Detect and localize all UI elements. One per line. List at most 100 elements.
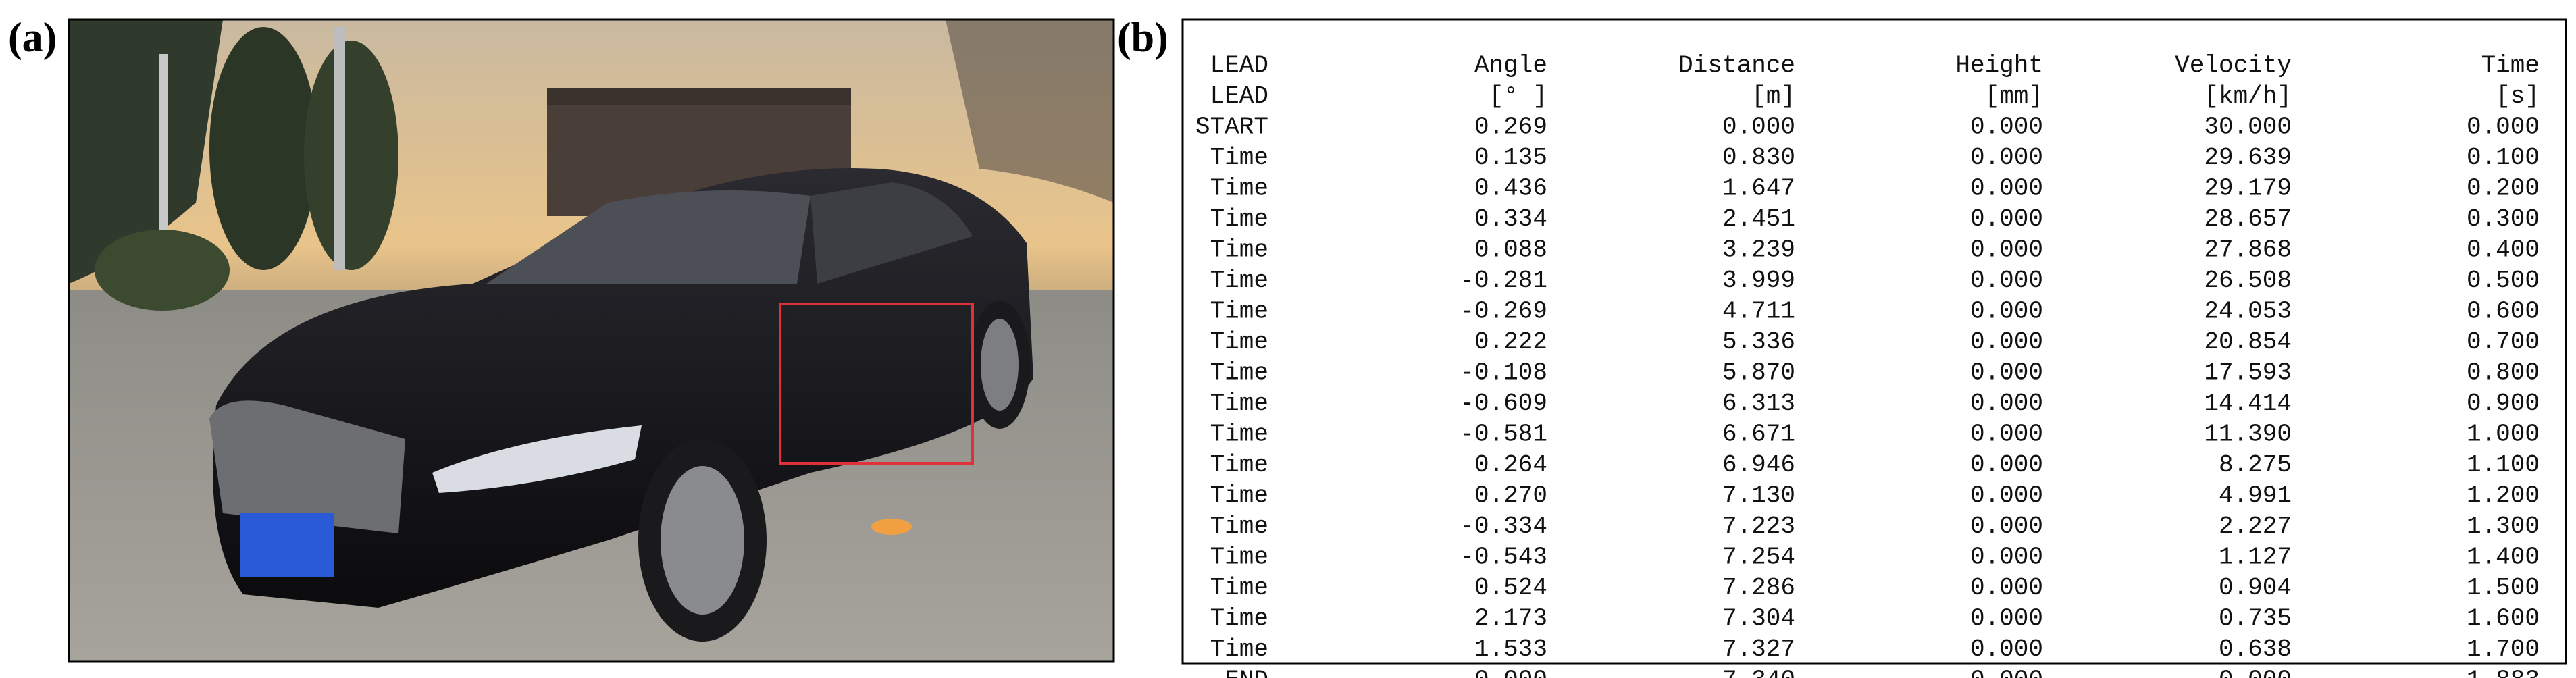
table-cell: Time [1210,635,1268,663]
table-cell: 0.264 [1474,451,1547,479]
table-cell: 29.639 [2204,144,2292,172]
table-cell: 7.304 [1722,605,1795,633]
table-cell: 17.593 [2204,359,2292,387]
table-cell: 0.400 [2467,236,2540,264]
header-cell: LEAD [1210,52,1268,80]
table-cell: Time [1210,421,1268,448]
table-cell: 1.700 [2467,635,2540,663]
table-cell: 0.830 [1722,144,1795,172]
table-cell: 0.000 [1970,205,2043,233]
table-cell: 0.000 [1970,574,2043,602]
table-cell: 7.130 [1722,482,1795,510]
table-cell: Time [1210,513,1268,540]
table-cell: 7.223 [1722,513,1795,540]
table-cell: -0.108 [1460,359,1547,387]
table-cell: 0.135 [1474,144,1547,172]
table-cell: Time [1210,144,1268,172]
table-cell: 1.647 [1722,175,1795,203]
table-cell: 6.946 [1722,451,1795,479]
table-cell: Time [1210,175,1268,203]
table-cell: Time [1210,451,1268,479]
table-cell: 26.508 [2204,267,2292,294]
table-cell: 0.000 [1970,482,2043,510]
table-cell: 0.000 [1970,390,2043,417]
table-cell: 0.000 [1970,298,2043,325]
table-cell: 1.400 [2467,544,2540,571]
table-cell: 7.340 [1722,667,1795,678]
table-cell: Time [1210,605,1268,633]
table-cell: 0.000 [1970,359,2043,387]
table-cell: 0.000 [1970,605,2043,633]
header-cell: [mm] [1985,82,2043,110]
table-cell: 2.451 [1722,205,1795,233]
table-cell: 27.868 [2204,236,2292,264]
table-cell: Time [1210,328,1268,356]
header-cell: Height [1955,52,2043,80]
table-cell: 6.671 [1722,421,1795,448]
header-cell: Time [2481,52,2540,80]
table-cell: -0.609 [1460,390,1547,417]
table-frame [1181,18,2567,665]
table-cell: Time [1210,544,1268,571]
table-cell: 14.414 [2204,390,2292,417]
panel-label: (b) [1117,15,1168,61]
header-cell: Angle [1474,52,1547,80]
table-cell: 20.854 [2204,328,2292,356]
table-cell: 0.904 [2219,574,2292,602]
table-cell: 0.000 [1970,175,2043,203]
table-cell: 0.800 [2467,359,2540,387]
table-cell: -0.581 [1460,421,1547,448]
table-cell: Time [1210,574,1268,602]
table-cell: 0.270 [1474,482,1547,510]
table-cell: END [1225,667,1268,678]
table-cell: 24.053 [2204,298,2292,325]
table-cell: 0.000 [1970,421,2043,448]
table-cell: 0.000 [1970,267,2043,294]
table-cell: 0.735 [2219,605,2292,633]
table-cell: 0.500 [2467,267,2540,294]
table-cell: 2.173 [1474,605,1547,633]
table-cell: Time [1210,267,1268,294]
table-cell: 1.533 [1474,635,1547,663]
table-cell: 29.179 [2204,175,2292,203]
table-cell: 30.000 [2204,113,2292,141]
header-cell: [° ] [1489,82,1547,110]
table-cell: 8.275 [2219,451,2292,479]
table: LEAD Angle Distance Height Velocity Time LEAD [… [1195,52,2540,678]
table-cell: 2.227 [2219,513,2292,540]
table-cell: 4.711 [1722,298,1795,325]
table-cell: 0.000 [1970,113,2043,141]
table-cell: 0.700 [2467,328,2540,356]
panel-label: (a) [8,15,57,61]
table-cell: 0.600 [2467,298,2540,325]
table-cell: 0.100 [2467,144,2540,172]
table-cell: 1.600 [2467,605,2540,633]
table-cell: 5.870 [1722,359,1795,387]
table-cell: 0.200 [2467,175,2540,203]
table-cell: 0.000 [1970,635,2043,663]
table-cell: 0.638 [2219,635,2292,663]
photo [68,18,1115,663]
table-cell: 1.200 [2467,482,2540,510]
table-cell: 0.269 [1474,113,1547,141]
table-cell: 5.336 [1722,328,1795,356]
table-cell: -0.543 [1460,544,1547,571]
table-cell: -0.334 [1460,513,1547,540]
header-cell: [km/h] [2204,82,2292,110]
table-cell: Time [1210,236,1268,264]
table-cell: Time [1210,482,1268,510]
table-cell: 0.000 [1474,667,1547,678]
table-cell: Time [1210,359,1268,387]
table-cell: 28.657 [2204,205,2292,233]
table-cell: 0.222 [1474,328,1547,356]
table-cell: 6.313 [1722,390,1795,417]
table-cell: 1.000 [2467,421,2540,448]
table-cell: 11.390 [2204,421,2292,448]
table-cell: 0.000 [1970,236,2043,264]
header-cell: [s] [2496,82,2540,110]
table-cell: 0.900 [2467,390,2540,417]
table-cell: 3.239 [1722,236,1795,264]
table-cell: 0.300 [2467,205,2540,233]
